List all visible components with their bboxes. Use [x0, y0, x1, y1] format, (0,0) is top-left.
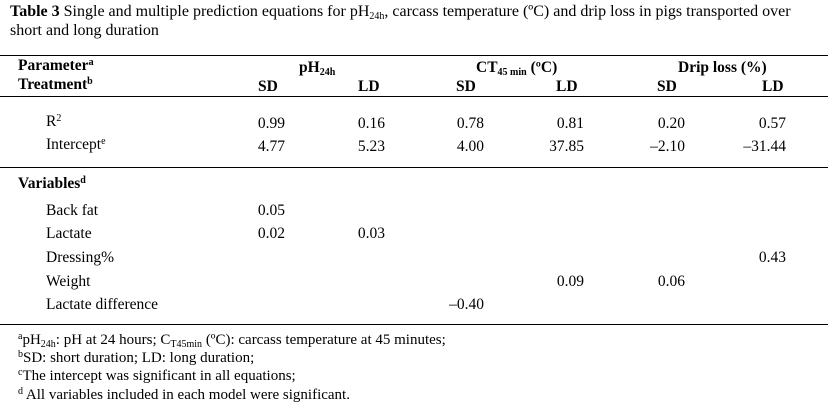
r2-drip-ld: 0.57: [758, 115, 786, 132]
intercept-ph-ld: 5.23: [357, 138, 385, 155]
r2-ph-sd: 0.99: [257, 115, 285, 132]
drip-sd-header: SD: [657, 78, 677, 95]
r2-drip-sd: 0.20: [657, 115, 685, 132]
footnote-d-text: All variables included in each model wer…: [23, 387, 350, 403]
header-rule: [0, 96, 828, 97]
top-rule: [0, 55, 828, 56]
footnote-d-sup: d: [18, 386, 23, 397]
treatment-header: Treatmentb: [18, 77, 93, 93]
variables-heading: Variablesd: [18, 176, 86, 192]
intercept-ct-ld: 37.85: [549, 138, 584, 155]
table-caption: Table 3 Single and multiple prediction e…: [10, 2, 822, 40]
r2-ct-ld: 0.81: [556, 115, 584, 132]
variable-label-dressing: Dressing%: [46, 249, 115, 266]
intercept-drip-sd: –2.10: [650, 138, 685, 155]
variable-label-back-fat: Back fat: [46, 202, 99, 219]
footnote-a: apH24h: pH at 24 hours; CT45min (ºC): ca…: [18, 331, 446, 350]
parameter-header-sup: a: [88, 57, 94, 68]
ct-header: CT45 min (ºC): [476, 59, 558, 78]
intercept-label-text: Intercept: [46, 136, 102, 153]
footnote-a-sub1: 24h: [40, 339, 56, 350]
treatment-header-text: Treatment: [18, 76, 88, 93]
variables-heading-text: Variables: [18, 175, 81, 192]
lactate-ph-ld: 0.03: [357, 225, 385, 242]
footnote-a-text1: pH: [22, 332, 41, 348]
intercept-ph-sd: 4.77: [257, 138, 285, 155]
footnote-a-sup: a: [18, 331, 23, 342]
r2-label: R2: [46, 114, 61, 130]
lactate-difference-ct-sd: –0.40: [449, 296, 484, 313]
ct-header-text: CT: [476, 59, 498, 76]
ct-sd-header: SD: [456, 78, 476, 95]
footnote-c-text: The intercept was significant in all equ…: [22, 368, 296, 384]
caption-text: Single and multiple prediction equations…: [59, 3, 370, 20]
ph-sd-header: SD: [258, 78, 278, 95]
caption-subscript: 24h: [369, 11, 385, 22]
intercept-label: Intercepte: [46, 137, 106, 153]
intercept-ct-sd: 4.00: [456, 138, 484, 155]
caption-text-continued: , carcass temperature (ºC) and drip loss…: [10, 3, 791, 39]
ct-ld-header: LD: [556, 78, 578, 95]
parameter-header-text: Parameter: [18, 57, 89, 74]
variables-heading-sup: d: [80, 175, 86, 186]
drip-ld-header: LD: [762, 78, 784, 95]
ph-header-text: pH: [299, 59, 320, 76]
variable-label-lactate-difference: Lactate difference: [46, 296, 159, 313]
weight-ct-ld: 0.09: [556, 273, 584, 290]
r2-ct-sd: 0.78: [456, 115, 484, 132]
weight-drip-sd: 0.06: [657, 273, 685, 290]
treatment-header-sup: b: [87, 76, 93, 87]
footnote-b: bSD: short duration; LD: long duration;: [18, 349, 255, 366]
r2-label-text: R: [46, 113, 57, 130]
intercept-label-sup: e: [101, 136, 106, 147]
intercept-drip-ld: –31.44: [743, 138, 786, 155]
bottom-rule: [0, 324, 828, 325]
footnote-c: cThe intercept was significant in all eq…: [18, 367, 296, 384]
r2-label-sup: 2: [56, 113, 62, 124]
ph-header: pH24h: [299, 59, 336, 78]
drip-loss-header: Drip loss (%): [678, 59, 767, 76]
section-rule: [0, 167, 828, 168]
back-fat-ph-sd: 0.05: [257, 202, 285, 219]
footnote-c-sup: c: [18, 367, 23, 378]
r2-ph-ld: 0.16: [357, 115, 385, 132]
footnote-b-text: SD: short duration; LD: long duration;: [23, 350, 255, 366]
lactate-ph-sd: 0.02: [257, 225, 285, 242]
footnote-d: d All variables included in each model w…: [18, 386, 350, 403]
dressing-drip-ld: 0.43: [758, 249, 786, 266]
variable-label-weight: Weight: [46, 273, 91, 290]
parameter-header: Parametera: [18, 58, 94, 74]
ph-ld-header: LD: [358, 78, 380, 95]
ct-header-sub: 45 min: [497, 67, 527, 78]
footnote-a-sub2: T45min: [170, 339, 203, 350]
ph-header-sub: 24h: [319, 67, 336, 78]
footnote-a-text3: (ºC): carcass temperature at 45 minutes;: [202, 332, 446, 348]
ct-header-unit: (ºC): [526, 59, 558, 76]
table-label: Table 3: [10, 3, 60, 20]
variable-label-lactate: Lactate: [46, 225, 92, 242]
footnote-a-text2: : pH at 24 hours; C: [55, 332, 171, 348]
footnote-b-sup: b: [18, 349, 23, 360]
